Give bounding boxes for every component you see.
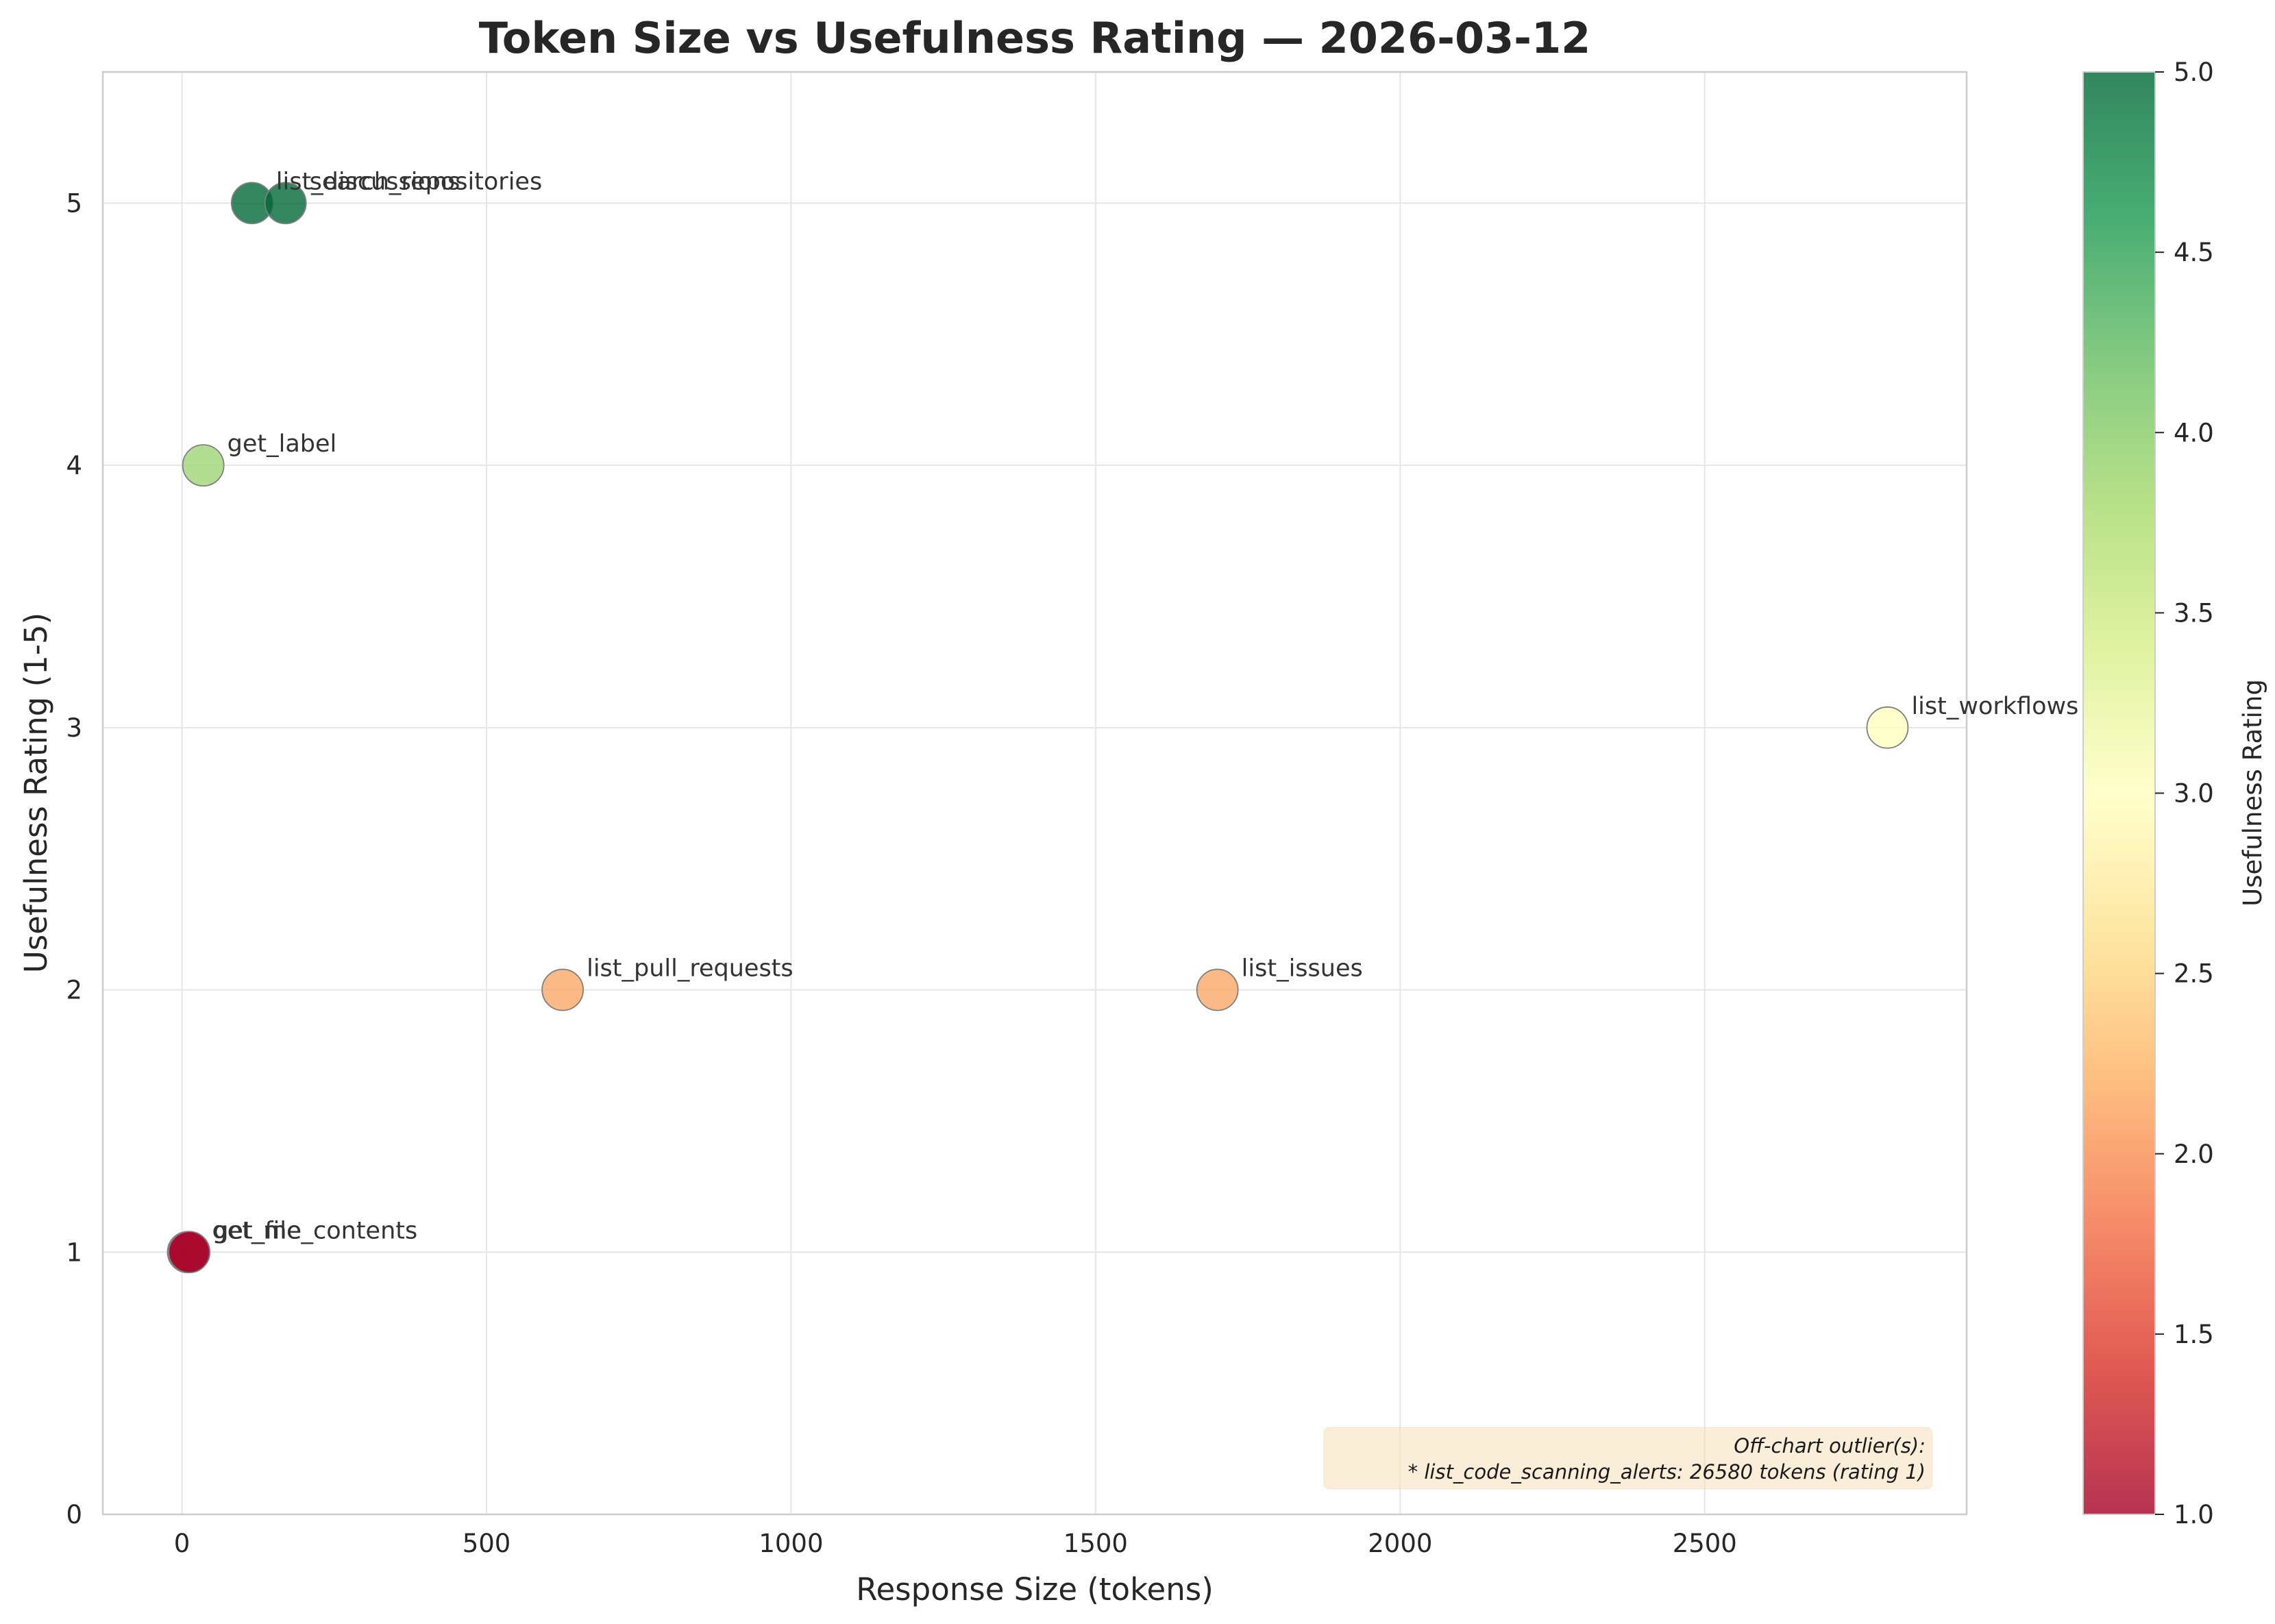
- data-point-label: list_pull_requests: [587, 955, 794, 983]
- colorbar-tick-label: 1.0: [2174, 1500, 2214, 1529]
- colorbar-tick-label: 5.0: [2174, 58, 2214, 87]
- grid-layer: [103, 72, 1967, 1515]
- data-point: [264, 182, 307, 225]
- colorbar-tick-label: 1.5: [2174, 1320, 2214, 1349]
- data-point-label: get_label: [228, 430, 337, 458]
- colorbar-tick-label: 4.5: [2174, 238, 2214, 267]
- x-tick-label: 500: [463, 1529, 511, 1558]
- x-tick-label: 1000: [759, 1529, 823, 1558]
- y-tick-label: 0: [66, 1500, 82, 1529]
- x-tick-label: 0: [174, 1529, 190, 1558]
- data-point: [1866, 706, 1909, 749]
- plot-frame: [101, 71, 1968, 1516]
- colorbar-tick-label: 2.5: [2174, 959, 2214, 989]
- y-tick-label: 4: [66, 451, 82, 480]
- y-axis-label: Usefulness Rating (1-5): [18, 613, 54, 973]
- data-point-label: get_me: [212, 1217, 302, 1244]
- data-point: [541, 968, 585, 1011]
- data-point: [1196, 968, 1239, 1011]
- outlier-note-line-2: * list_code_scanning_alerts: 26580 token…: [1408, 1460, 1926, 1484]
- colorbar-gradient: [2082, 71, 2156, 1515]
- x-tick-label: 1500: [1063, 1529, 1128, 1558]
- data-point: [168, 1231, 211, 1274]
- y-tick-label: 1: [66, 1238, 82, 1267]
- chart-title: Token Size vs Usefulness Rating — 2026-0…: [479, 13, 1591, 63]
- points-layer: [167, 182, 1909, 1274]
- x-tick-label: 2000: [1368, 1529, 1432, 1558]
- x-axis-label: Response Size (tokens): [856, 1571, 1214, 1608]
- data-point-label: list_workflows: [1911, 693, 2078, 720]
- y-tick-label: 3: [66, 713, 82, 743]
- data-point-label: list_issues: [1242, 955, 1363, 983]
- colorbar: 1.0 1.5 2.0 2.5 3.0 3.5 4.0 4.5 5.0 Usefulness R…: [2082, 58, 2267, 1529]
- data-point: [182, 444, 225, 487]
- colorbar-tick-label: 3.0: [2174, 779, 2214, 809]
- data-point-label: search_repositories: [310, 168, 543, 195]
- outlier-note-line-1: Off-chart outlier(s):: [1734, 1434, 1926, 1457]
- colorbar-tick-label: 2.0: [2174, 1140, 2214, 1169]
- colorbar-ticks: 1.0 1.5 2.0 2.5 3.0 3.5 4.0 4.5 5.0: [2155, 58, 2214, 1529]
- y-tick-labels: 0 1 2 3 4 5: [66, 188, 82, 1529]
- x-tick-labels: 0 500 1000 1500 2000 2500: [174, 1529, 1737, 1558]
- colorbar-tick-label: 4.0: [2174, 418, 2214, 447]
- data-point-label: list_discussions: [276, 168, 460, 195]
- colorbar-tick-label: 3.5: [2174, 598, 2214, 628]
- outlier-note: Off-chart outlier(s): * list_code_scanni…: [1323, 1427, 1933, 1490]
- y-tick-label: 2: [66, 976, 82, 1005]
- outlier-note-box: [1323, 1427, 1933, 1490]
- colorbar-label: Usefulness Rating: [2238, 679, 2267, 907]
- x-tick-label: 2500: [1673, 1529, 1737, 1558]
- y-tick-label: 5: [66, 188, 82, 218]
- data-point-label: get_file_contents: [213, 1217, 417, 1244]
